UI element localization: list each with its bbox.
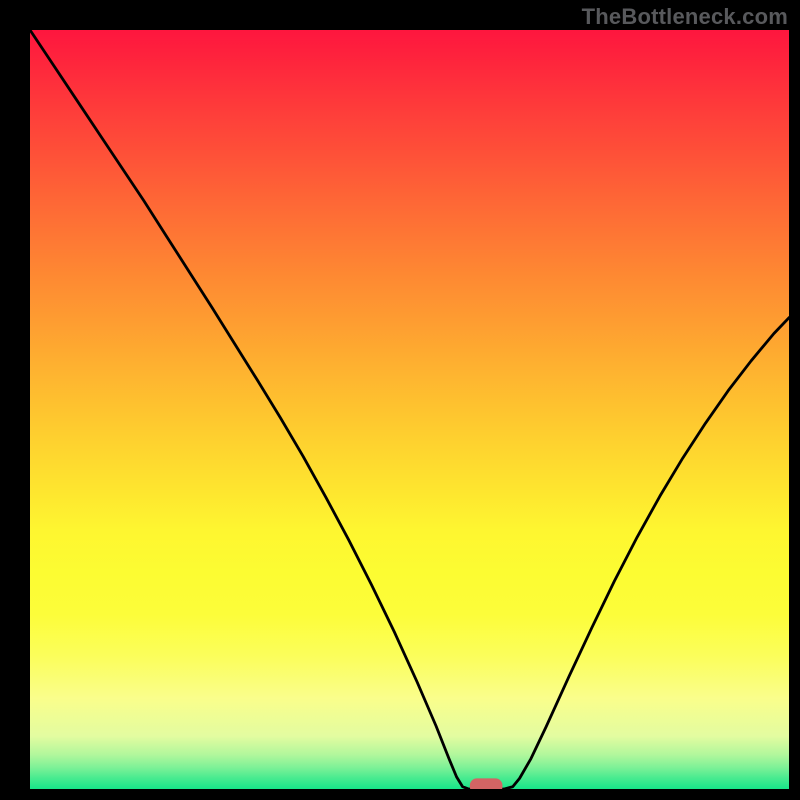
bottleneck-plot — [30, 30, 789, 789]
watermark-text: TheBottleneck.com — [582, 4, 788, 30]
chart-frame: TheBottleneck.com — [0, 0, 800, 800]
plot-background — [30, 30, 789, 789]
optimal-marker — [470, 778, 503, 789]
